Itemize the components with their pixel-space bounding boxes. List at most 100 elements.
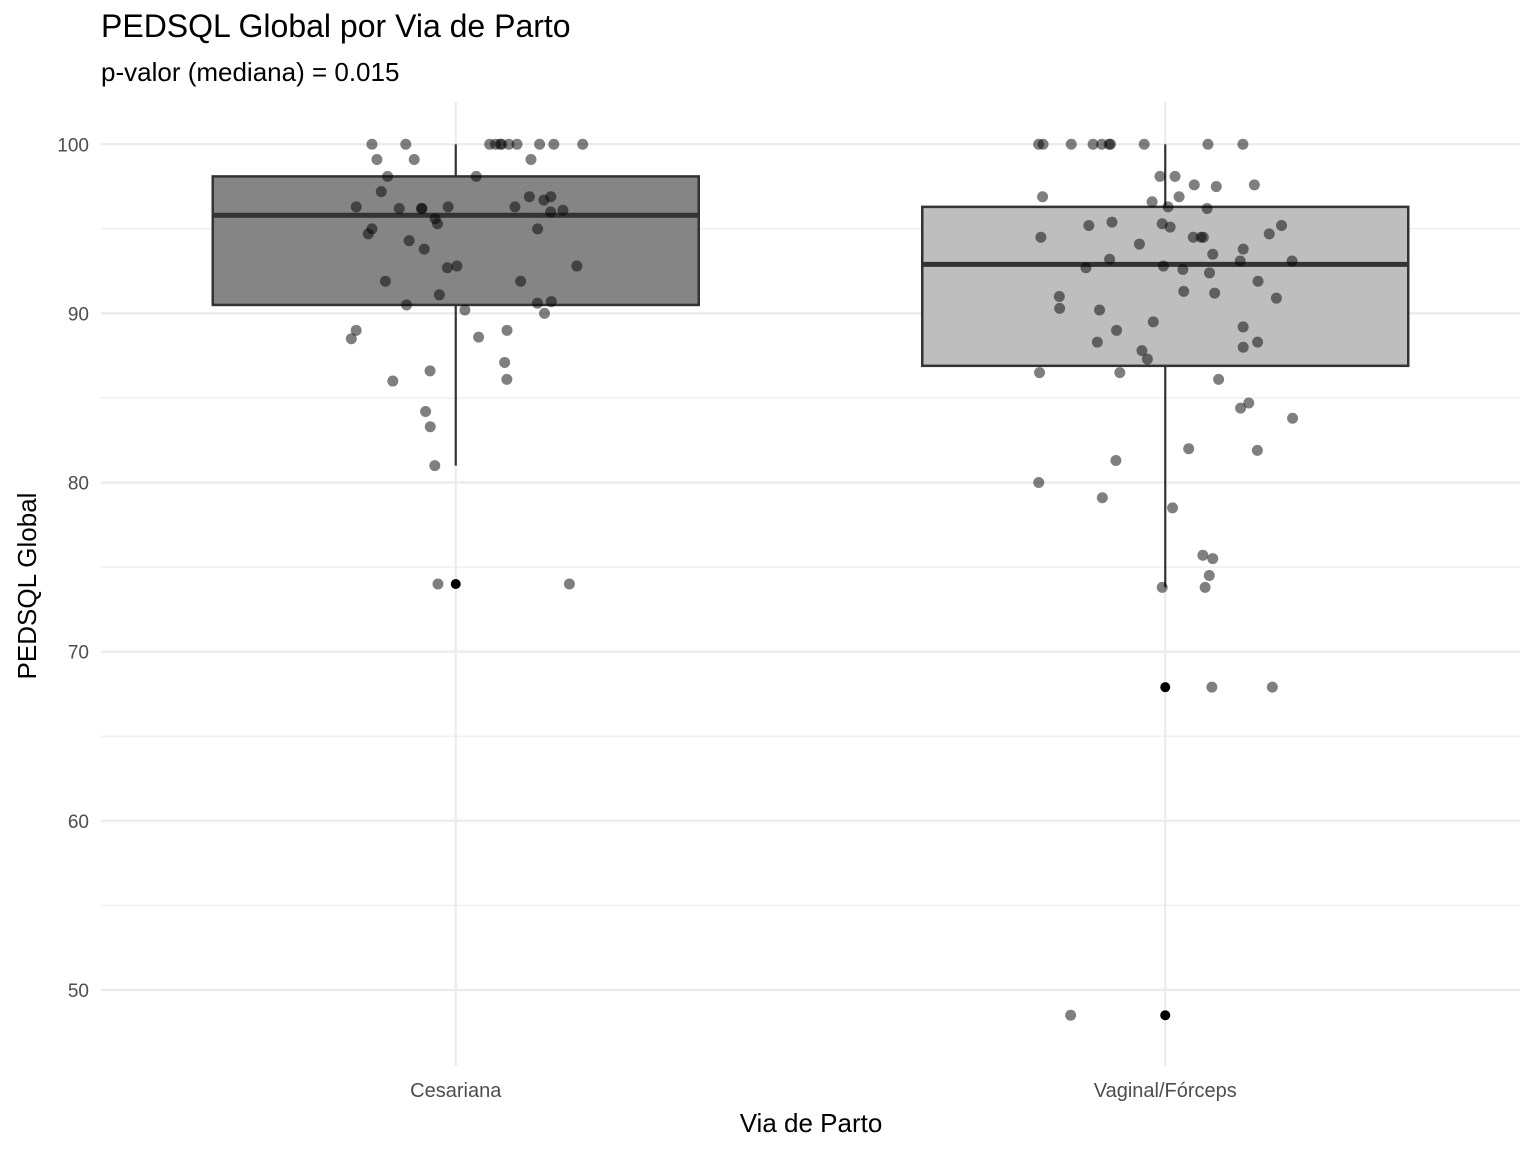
data-point [382, 170, 394, 182]
data-point [1187, 231, 1199, 243]
data-point [1146, 196, 1158, 208]
data-point [1202, 138, 1214, 150]
data-point [350, 324, 362, 336]
y-tick-label: 70 [68, 643, 89, 664]
data-point [1199, 581, 1211, 593]
data-point [400, 138, 412, 150]
data-point [1104, 253, 1116, 265]
data-point [1201, 203, 1213, 215]
data-point [442, 201, 454, 213]
data-point [1248, 179, 1260, 191]
data-point [534, 138, 546, 150]
data-point [501, 373, 513, 385]
box [211, 175, 700, 307]
data-point [1237, 341, 1249, 353]
data-point [1133, 238, 1145, 250]
data-point [509, 201, 521, 213]
data-point [1054, 302, 1066, 314]
data-point [371, 154, 383, 166]
data-point [1065, 1009, 1077, 1021]
chart-subtitle: p-valor (mediana) = 0.015 [101, 57, 400, 87]
data-point [1106, 216, 1118, 228]
jitter-points [345, 138, 1299, 1021]
data-point [1141, 353, 1153, 365]
x-tick-label: Vaginal/Fórceps [1094, 1080, 1237, 1102]
data-point [1087, 138, 1099, 150]
data-point [548, 138, 560, 150]
data-point [538, 307, 550, 319]
data-point [531, 297, 543, 309]
y-axis-title: PEDSQL Global [12, 493, 42, 680]
data-point [362, 228, 374, 240]
data-point [1138, 138, 1150, 150]
data-point [1287, 412, 1299, 424]
data-point [433, 289, 445, 301]
x-tick-label: Cesariana [410, 1080, 502, 1102]
data-point [1204, 267, 1216, 279]
data-point [416, 203, 428, 215]
data-point [577, 138, 589, 150]
data-point [403, 235, 415, 247]
data-point [484, 138, 496, 150]
outlier-point [1160, 682, 1171, 693]
data-point [401, 299, 413, 311]
data-point [429, 460, 441, 472]
data-point [451, 260, 463, 272]
data-point [511, 138, 523, 150]
data-point [1252, 275, 1264, 287]
data-point [379, 275, 391, 287]
data-point [1080, 262, 1092, 274]
y-tick-label: 100 [57, 135, 89, 156]
data-point [366, 138, 378, 150]
data-point [1270, 292, 1282, 304]
data-point [1173, 191, 1185, 203]
outlier-point [1160, 1010, 1171, 1021]
data-point [1157, 260, 1169, 272]
data-point [1213, 373, 1225, 385]
data-point [387, 375, 399, 387]
data-point [1164, 221, 1176, 233]
data-point [499, 356, 511, 368]
data-point [459, 304, 471, 316]
data-point [1197, 549, 1209, 561]
data-point [1096, 492, 1108, 504]
data-point [375, 186, 387, 198]
data-point [470, 170, 482, 182]
data-point [1251, 444, 1263, 456]
data-point [424, 421, 436, 433]
outlier-point [450, 579, 461, 589]
data-point [350, 201, 362, 213]
axis-ticks: 50 60 70 80 90 100 Cesariana Vaginal/Fórceps [57, 135, 1236, 1102]
data-point [1156, 581, 1168, 593]
data-point [1276, 219, 1288, 231]
data-point [1154, 170, 1166, 182]
data-point [1110, 455, 1122, 467]
data-point [1210, 181, 1222, 193]
data-point [1162, 201, 1174, 213]
data-point [1177, 263, 1189, 275]
data-point [1286, 255, 1298, 267]
data-point [418, 243, 430, 255]
data-point [1237, 321, 1249, 333]
data-point [1111, 324, 1123, 336]
data-point [1065, 138, 1077, 150]
data-point [432, 578, 444, 590]
data-point [503, 138, 515, 150]
data-point [1091, 336, 1103, 348]
data-point [1037, 191, 1049, 203]
y-tick-label: 60 [68, 812, 89, 833]
data-point [557, 204, 569, 216]
data-point [1207, 248, 1219, 260]
data-point [1188, 179, 1200, 191]
data-point [441, 262, 453, 274]
data-point [1252, 336, 1264, 348]
data-point [1235, 402, 1247, 414]
data-point [1094, 304, 1106, 316]
data-point [1237, 243, 1249, 255]
data-point [408, 154, 420, 166]
x-axis-title: Via de Parto [740, 1108, 883, 1138]
data-point [1209, 287, 1221, 299]
data-point [1197, 231, 1209, 243]
data-point [1035, 231, 1047, 243]
